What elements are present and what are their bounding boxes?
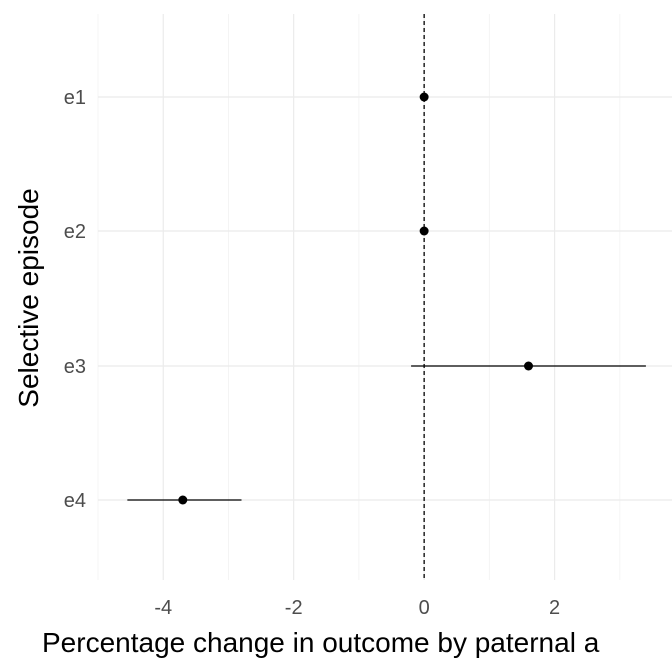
x-tick-labels: -4 -2 0 2 xyxy=(154,597,560,619)
y-axis-title: Selective episode xyxy=(13,188,44,407)
point-e2 xyxy=(419,226,429,236)
point-e3 xyxy=(524,361,533,371)
y-tick-label-e4: e4 xyxy=(64,490,86,512)
major-gridlines xyxy=(98,14,672,580)
x-tick-label: -4 xyxy=(154,597,172,619)
x-tick-label: 0 xyxy=(419,597,430,619)
data-marks xyxy=(127,92,646,505)
x-tick-label: -2 xyxy=(285,597,303,619)
point-e1 xyxy=(419,92,429,102)
y-tick-labels: e1 e2 e3 e4 xyxy=(64,87,86,512)
x-tick-label: 2 xyxy=(549,597,560,619)
point-e4 xyxy=(178,495,188,505)
y-tick-label-e1: e1 xyxy=(64,87,86,109)
y-tick-label-e2: e2 xyxy=(64,221,86,243)
x-axis-title: Percentage change in outcome by paternal… xyxy=(42,627,600,658)
y-tick-label-e3: e3 xyxy=(64,356,86,378)
minor-gridlines xyxy=(97,14,621,580)
